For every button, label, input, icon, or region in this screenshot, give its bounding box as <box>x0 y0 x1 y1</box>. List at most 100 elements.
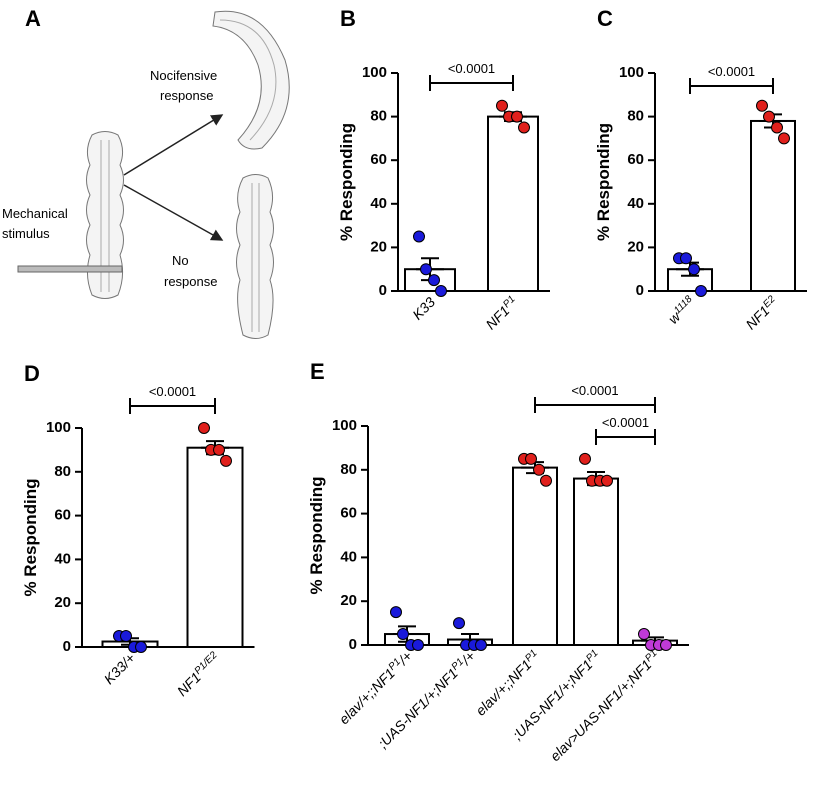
y-tick-label: 80 <box>627 108 644 125</box>
x-tick-label-part: elav>UAS-NF1/+;NF1 <box>547 656 655 764</box>
significance-label: <0.0001 <box>602 415 649 430</box>
y-tick-label: 60 <box>54 507 71 524</box>
y-tick-label: 60 <box>340 505 357 522</box>
y-tick-label: 60 <box>370 151 387 168</box>
diagram-text: Mechanical <box>2 206 68 221</box>
y-tick-label: 80 <box>340 461 357 478</box>
data-point <box>135 641 147 653</box>
panel-label: D <box>24 361 40 386</box>
significance-bracket <box>595 429 656 445</box>
data-point <box>778 132 790 145</box>
data-point <box>695 285 707 297</box>
y-tick-label: 20 <box>54 594 71 611</box>
significance-label: <0.0001 <box>448 61 495 76</box>
arrow <box>123 114 224 176</box>
significance-bracket <box>689 78 774 94</box>
bar <box>186 446 244 648</box>
data-point <box>688 263 700 276</box>
data-point <box>601 474 613 487</box>
data-point <box>220 454 232 467</box>
significance-bracket <box>129 398 216 414</box>
y-tick-label: 0 <box>636 282 644 299</box>
larva-curved <box>212 10 290 150</box>
x-tick-label: K33/+ <box>101 650 138 687</box>
data-point <box>525 452 537 465</box>
data-point <box>453 617 465 630</box>
significance-label: <0.0001 <box>149 384 196 399</box>
data-point <box>475 639 487 651</box>
x-tick-label: NF1E2 <box>742 293 781 332</box>
data-point <box>756 99 768 112</box>
data-point <box>420 263 432 276</box>
data-point <box>390 606 402 619</box>
data-point <box>397 628 409 641</box>
y-tick-label: 80 <box>54 463 71 480</box>
larva <box>86 131 124 299</box>
significance-bracket <box>534 397 656 413</box>
y-axis-label: % Responding <box>21 478 40 596</box>
panel-label: B <box>340 6 356 31</box>
y-tick-label: 80 <box>370 108 387 125</box>
x-tick-label-part: 1118 <box>672 293 695 316</box>
y-tick-label: 20 <box>370 238 387 255</box>
data-point <box>413 230 425 243</box>
x-tick-label-part: P1/E2 <box>192 649 219 676</box>
bar <box>573 477 619 646</box>
arrow <box>123 184 224 241</box>
y-tick-label: 100 <box>332 417 357 434</box>
data-point <box>579 452 591 465</box>
data-point <box>638 628 650 641</box>
y-tick-label: 20 <box>627 238 644 255</box>
data-point <box>213 443 225 456</box>
x-tick-label-part: K33 <box>409 294 438 323</box>
y-tick-label: 40 <box>370 195 387 212</box>
panel-label: C <box>597 6 613 31</box>
y-tick-label: 100 <box>46 419 71 436</box>
data-point <box>518 121 530 134</box>
y-tick-label: 0 <box>63 638 71 655</box>
y-tick-label: 40 <box>340 548 357 565</box>
data-point <box>120 630 132 643</box>
data-point <box>771 121 783 134</box>
y-tick-label: 20 <box>340 592 357 609</box>
bar <box>512 466 558 646</box>
data-point <box>412 639 424 651</box>
y-tick-label: 100 <box>619 64 644 81</box>
y-tick-label: 40 <box>627 195 644 212</box>
panel-label: A <box>25 6 41 31</box>
x-tick-label: NF1P1 <box>482 293 521 332</box>
data-point <box>511 110 523 123</box>
y-axis-label: % Responding <box>307 476 326 594</box>
bar <box>487 115 539 292</box>
diagram-text: response <box>164 274 217 289</box>
diagram-text: stimulus <box>2 226 50 241</box>
x-tick-label: NF1P1/E2 <box>173 649 223 699</box>
data-point <box>198 422 210 434</box>
x-tick-label-part: K33/+ <box>101 650 138 687</box>
x-tick-label-part: elav/+;;NF1 <box>336 665 398 727</box>
bar <box>750 119 796 292</box>
x-tick-label: w1118 <box>665 293 699 327</box>
data-point <box>533 463 545 476</box>
diagram-text: response <box>160 88 213 103</box>
y-axis-label: % Responding <box>594 123 613 241</box>
y-tick-label: 40 <box>54 550 71 567</box>
y-tick-label: 60 <box>627 151 644 168</box>
x-tick-label: K33 <box>409 294 438 323</box>
significance-label: <0.0001 <box>708 64 755 79</box>
panel-a: A <box>17 6 290 339</box>
y-axis-label: % Responding <box>337 123 356 241</box>
y-tick-label: 100 <box>362 64 387 81</box>
data-point <box>496 99 508 112</box>
diagram-text: No <box>172 253 189 268</box>
y-tick-label: 0 <box>349 636 357 653</box>
data-point <box>428 274 440 287</box>
stimulus-bar <box>17 265 123 273</box>
significance-bracket <box>429 75 514 91</box>
larva <box>236 174 274 339</box>
data-point <box>680 252 692 265</box>
x-tick-label-part: elav/+;;NF1 <box>472 656 534 718</box>
panel-label: E <box>310 359 325 384</box>
significance-label: <0.0001 <box>571 383 618 398</box>
